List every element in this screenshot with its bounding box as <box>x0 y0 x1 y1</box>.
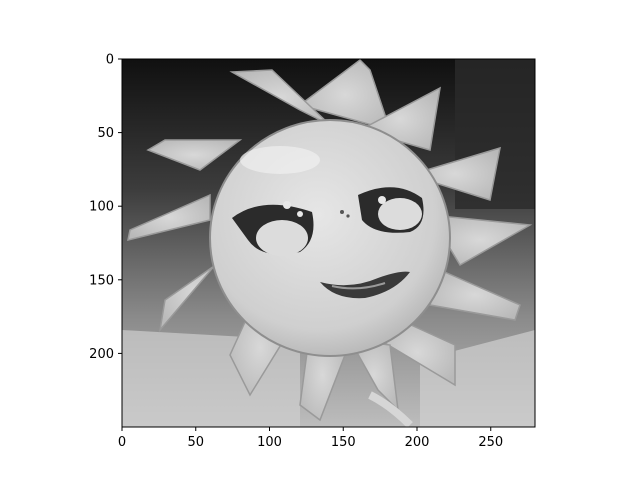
x-tick-label: 50 <box>187 435 204 450</box>
y-tick-label: 50 <box>97 126 114 141</box>
sun-face <box>209 119 451 357</box>
left-eye <box>232 201 314 256</box>
x-tick-label: 100 <box>257 435 282 450</box>
y-axis: 0 50 100 150 200 <box>89 53 122 362</box>
y-tick-label: 0 <box>106 53 114 68</box>
y-tick-label: 200 <box>89 347 114 362</box>
x-tick-label: 200 <box>405 435 430 450</box>
y-tick-label: 100 <box>89 200 114 215</box>
x-tick-label: 0 <box>118 435 126 450</box>
image-plot-area <box>122 59 535 427</box>
y-tick-label: 150 <box>89 273 114 288</box>
smile <box>320 271 410 299</box>
x-tick-label: 250 <box>478 435 503 450</box>
sun-toy-image <box>127 59 533 427</box>
right-eye <box>358 187 424 233</box>
axes-frame <box>121 58 536 428</box>
x-tick-label: 150 <box>331 435 356 450</box>
x-axis: 0 50 100 150 200 250 <box>118 427 503 450</box>
